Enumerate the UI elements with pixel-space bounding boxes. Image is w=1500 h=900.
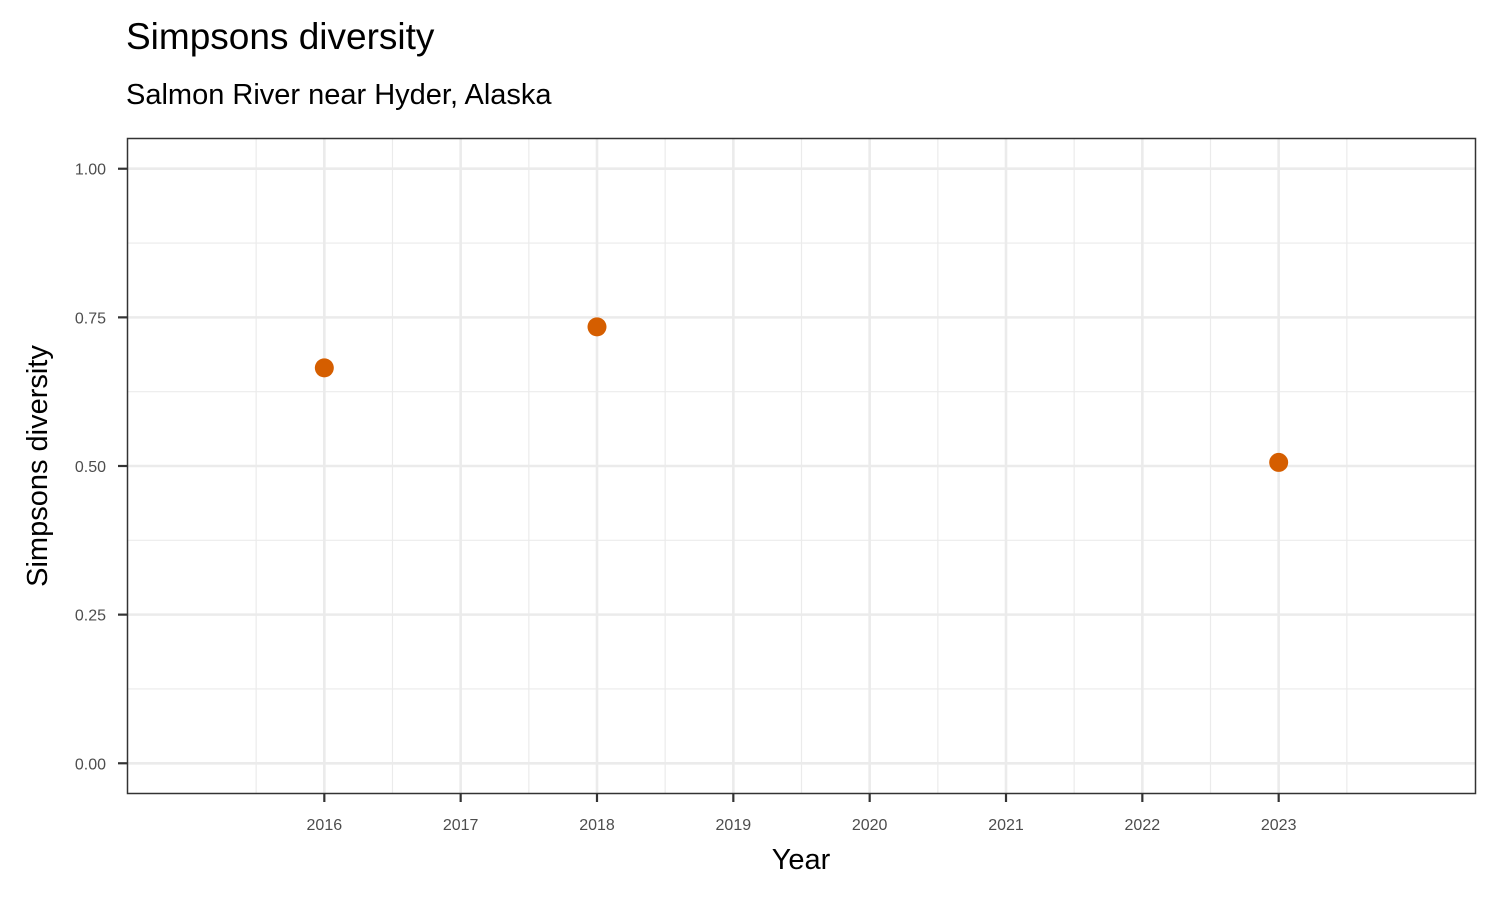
chart-title: Simpsons diversity [126, 16, 435, 57]
x-axis-title: Year [772, 844, 831, 876]
y-tick-label: 0.25 [75, 608, 106, 625]
x-tick-label: 2021 [988, 817, 1024, 834]
y-tick-label: 0.75 [75, 310, 106, 327]
x-tick-label: 2023 [1261, 817, 1297, 834]
chart-subtitle: Salmon River near Hyder, Alaska [126, 79, 552, 111]
x-tick-label: 2020 [852, 817, 888, 834]
y-tick-label: 0.50 [75, 459, 106, 476]
x-tick-label: 2018 [579, 817, 615, 834]
data-point [587, 317, 607, 337]
x-tick-label: 2022 [1125, 817, 1161, 834]
grid-layer [128, 139, 1475, 793]
y-axis-title: Simpsons diversity [22, 345, 54, 587]
x-tick-label: 2016 [307, 817, 343, 834]
y-tick-label: 1.00 [75, 162, 106, 179]
data-point [1269, 452, 1289, 472]
y-tick-label: 0.00 [75, 756, 106, 773]
points-layer [314, 317, 1289, 472]
data-point [314, 358, 334, 378]
x-tick-label: 2019 [716, 817, 752, 834]
x-tick-label: 2017 [443, 817, 479, 834]
axis-layer: 2016 2017 2018 2019 2020 2021 2022 2023 0.00 0.25… [75, 162, 1297, 834]
